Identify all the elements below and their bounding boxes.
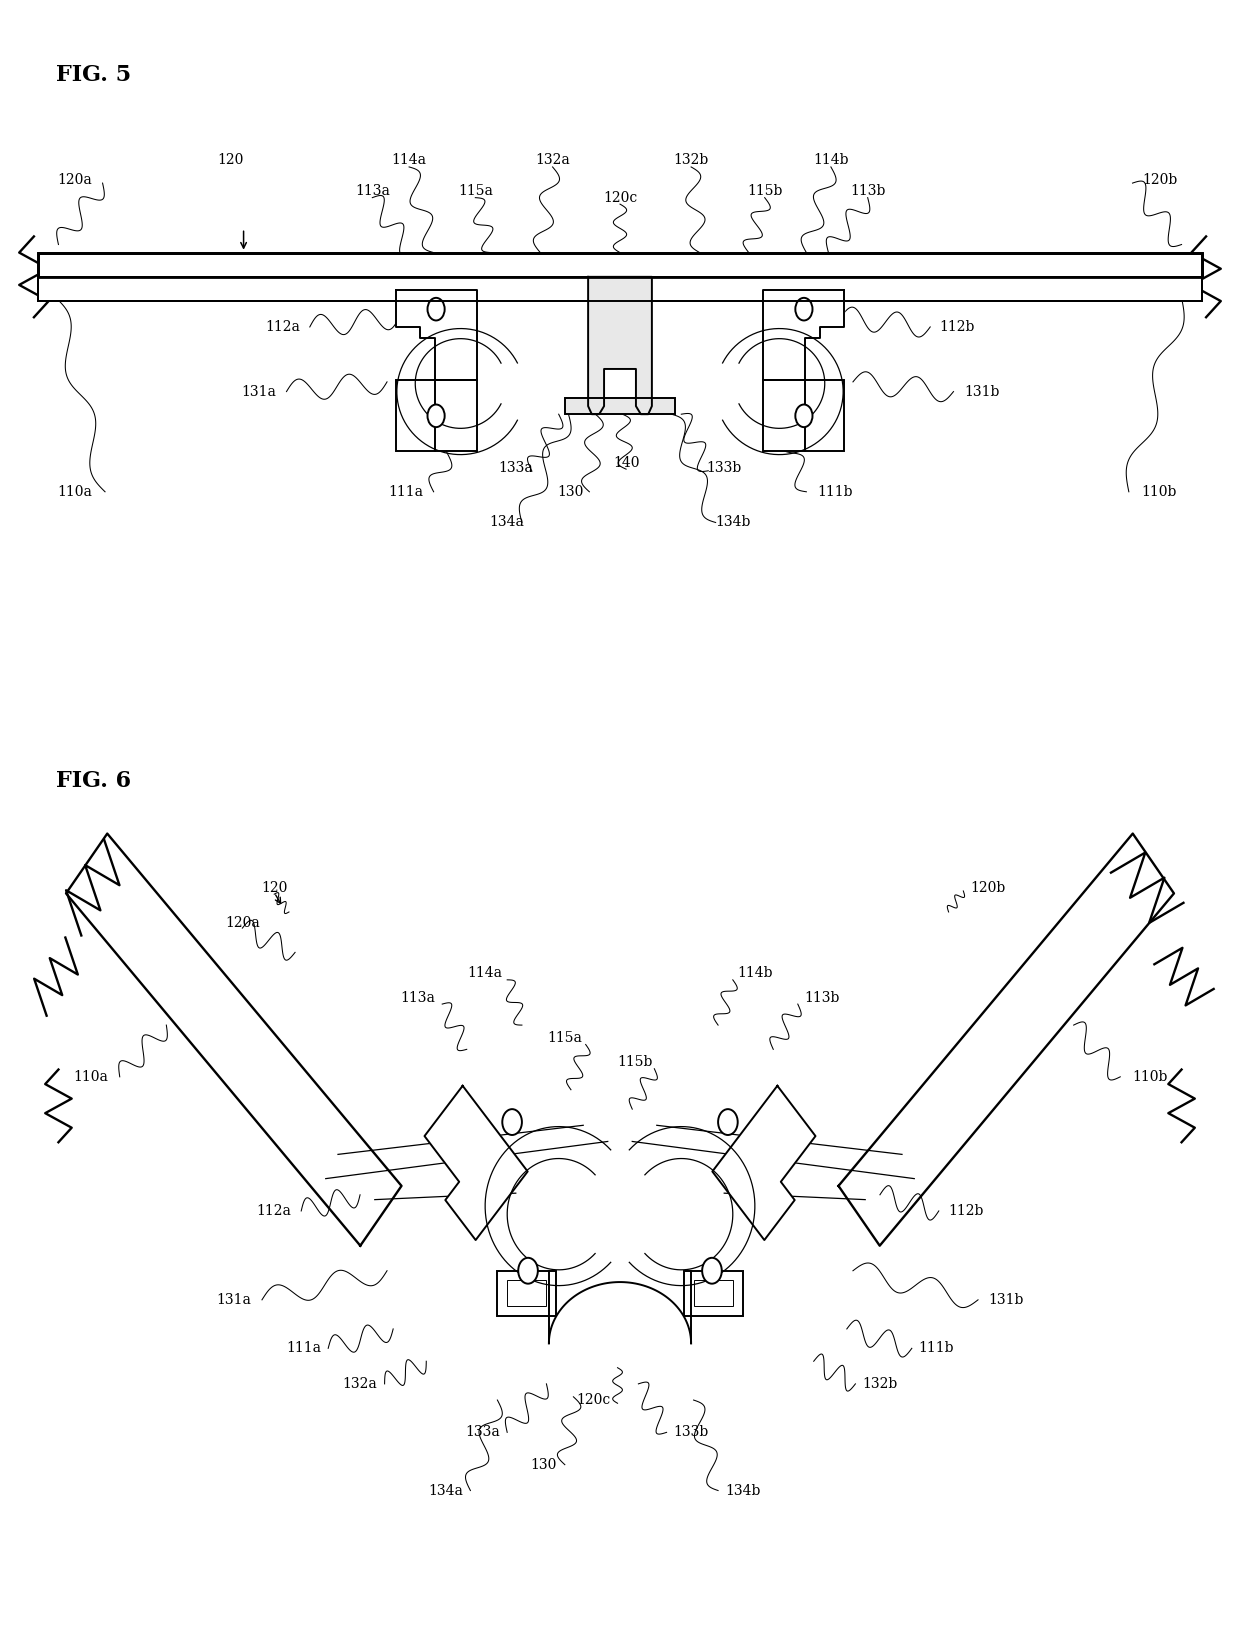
Text: FIG. 6: FIG. 6 [56,769,131,792]
Text: 114a: 114a [392,153,427,168]
Text: 110a: 110a [73,1069,108,1084]
Text: 113a: 113a [355,184,389,199]
Polygon shape [838,833,1174,1245]
Text: 131b: 131b [963,385,999,399]
Text: 133b: 133b [673,1425,709,1439]
Text: 134a: 134a [429,1483,464,1498]
Text: 110b: 110b [1132,1069,1167,1084]
Text: 131a: 131a [241,385,275,399]
Text: 112b: 112b [940,319,975,334]
Text: 130: 130 [531,1457,557,1472]
Text: 114b: 114b [737,967,773,980]
Text: 132a: 132a [342,1377,377,1390]
Bar [565,398,675,414]
Polygon shape [66,833,402,1245]
Bar [683,1271,743,1315]
Text: 111b: 111b [817,484,852,499]
Text: 134b: 134b [715,515,750,530]
Polygon shape [396,290,476,380]
Text: 134a: 134a [490,515,525,530]
Text: 110b: 110b [1142,484,1177,499]
Circle shape [428,404,445,427]
Bar [497,1271,557,1315]
Bar [507,1281,547,1306]
Polygon shape [712,1086,816,1240]
Circle shape [795,404,812,427]
Text: 110a: 110a [57,484,92,499]
Circle shape [702,1258,722,1284]
Text: 132b: 132b [862,1377,898,1390]
Text: 120c: 120c [603,191,637,205]
Text: 133b: 133b [707,461,742,474]
Bar [37,253,1203,277]
Text: 132b: 132b [673,153,709,168]
Text: 140: 140 [613,456,640,469]
Text: 113b: 113b [849,184,885,199]
Bar [37,253,1203,277]
Text: 120b: 120b [970,880,1006,895]
Text: 112a: 112a [265,319,300,334]
Text: 131a: 131a [216,1293,252,1307]
Text: 120b: 120b [1142,173,1177,187]
Text: 120a: 120a [224,916,259,931]
Text: 132a: 132a [536,153,570,168]
Text: 114b: 114b [813,153,848,168]
Text: 115a: 115a [458,184,492,199]
Text: 115b: 115b [746,184,782,199]
Bar [37,277,1203,302]
Text: 113a: 113a [401,991,435,1004]
Circle shape [428,298,445,321]
Polygon shape [424,1086,528,1240]
Text: 120: 120 [217,153,243,168]
Text: 115a: 115a [547,1032,583,1045]
Circle shape [502,1108,522,1134]
Text: 120a: 120a [57,173,92,187]
Text: FIG. 5: FIG. 5 [56,64,131,85]
Text: 134b: 134b [725,1483,760,1498]
Text: 120: 120 [262,880,288,895]
Text: 111a: 111a [286,1341,321,1355]
Text: 111a: 111a [388,484,423,499]
Text: 112a: 112a [257,1205,291,1218]
Circle shape [718,1108,738,1134]
Text: 115b: 115b [618,1055,652,1069]
Text: 133a: 133a [498,461,533,474]
Polygon shape [588,277,652,414]
Text: 113b: 113b [805,991,839,1004]
Text: 131b: 131b [988,1293,1024,1307]
Text: 114a: 114a [467,967,502,980]
Text: 130: 130 [558,484,584,499]
Text: 111b: 111b [919,1341,954,1355]
Polygon shape [764,290,844,380]
Bar [693,1281,733,1306]
Text: 120c: 120c [575,1394,610,1407]
Bar [37,277,1203,302]
Circle shape [518,1258,538,1284]
Bar [396,380,476,452]
Text: 133a: 133a [465,1425,500,1439]
Bar [764,380,844,452]
Text: 112b: 112b [949,1205,983,1218]
Circle shape [795,298,812,321]
